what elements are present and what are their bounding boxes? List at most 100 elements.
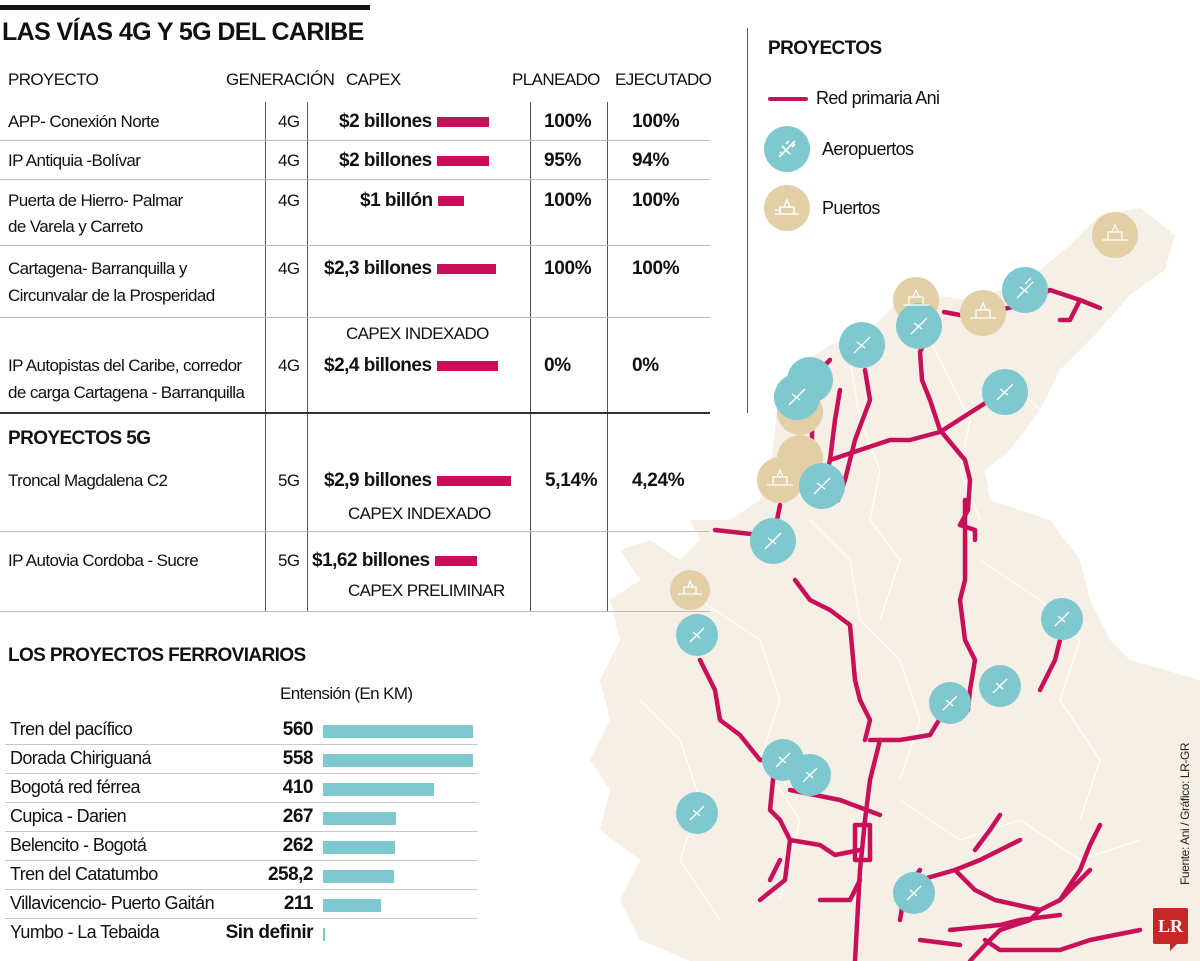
- project-name: Troncal Magdalena C2: [8, 471, 168, 490]
- generation: 5G: [278, 551, 300, 570]
- grid-line: [307, 102, 308, 612]
- project-name: Puerta de Hierro- Palmar: [8, 191, 183, 210]
- capex-value: $1 billón: [360, 188, 464, 213]
- page-title: LAS VÍAS 4G Y 5G DEL CARIBE: [2, 18, 364, 46]
- legend-label: Aeropuertos: [822, 138, 914, 159]
- grid-line: [607, 102, 608, 612]
- capex-value: $2,4 billones: [324, 353, 498, 378]
- planeado-value: 95%: [544, 150, 582, 171]
- rail-bar: [323, 928, 325, 941]
- project-name-line2: de Varela y Carreto: [8, 217, 143, 236]
- rail-row: Belencito - Bogotá 262: [5, 832, 478, 861]
- capex-note: CAPEX PRELIMINAR: [348, 581, 505, 600]
- rail-bar: [323, 783, 434, 796]
- planeado-value: 100%: [544, 190, 592, 211]
- rail-km: Sin definir: [225, 922, 314, 943]
- ejecutado-value: 100%: [632, 258, 680, 279]
- map-legend: PROYECTOS Red primaria Ani Aeropuertos P…: [747, 28, 1007, 413]
- capex-bar: [436, 155, 489, 166]
- project-name: IP Autopistas del Caribe, corredor: [8, 356, 242, 375]
- ship-icon: [764, 185, 810, 231]
- rail-row: Yumbo - La Tebaida Sin definir: [5, 919, 478, 948]
- capex-value: $2 billones: [339, 148, 489, 173]
- grid-line: [265, 102, 266, 612]
- generation: 4G: [278, 151, 300, 170]
- planeado-value: 0%: [544, 355, 571, 376]
- generation: 4G: [278, 356, 300, 375]
- rail-row: Bogotá red férrea 410: [5, 774, 478, 803]
- legend-item-road: Red primaria Ani: [764, 88, 940, 109]
- rail-row: Cupica - Darien 267: [5, 803, 478, 832]
- table-row: APP- Conexión Norte 4G $2 billones 100% …: [0, 102, 710, 141]
- capex-bar: [436, 116, 489, 127]
- project-name: IP Autovia Cordoba - Sucre: [8, 551, 199, 570]
- capex-note: CAPEX INDEXADO: [346, 324, 489, 343]
- rail-bar: [323, 754, 473, 767]
- table-row: Cartagena- Barranquilla y Circunvalar de…: [0, 246, 710, 318]
- department-borders: [639, 339, 1141, 921]
- rail-row: Villavicencio- Puerto Gaitán 211: [5, 890, 478, 919]
- planeado-value: 100%: [544, 111, 592, 132]
- generation: 4G: [278, 259, 300, 278]
- rail-km: 267: [282, 806, 314, 827]
- project-name: APP- Conexión Norte: [8, 112, 160, 131]
- rail-name: Villavicencio- Puerto Gaitán: [10, 893, 215, 913]
- rail-km: 558: [282, 748, 314, 769]
- capex-value: $2,9 billones: [324, 468, 511, 493]
- rail-name: Yumbo - La Tebaida: [10, 922, 160, 942]
- airport-markers: [676, 267, 1083, 914]
- legend-label: Puertos: [822, 197, 880, 218]
- project-name-line2: de carga Cartagena - Barranquilla: [8, 383, 245, 402]
- airplane-icon: [764, 126, 810, 172]
- rail-km: 560: [282, 719, 314, 740]
- rail-bar: [323, 812, 396, 825]
- ejecutado-value: 94%: [632, 150, 670, 171]
- table-row: Troncal Magdalena C2 5G $2,9 billones CA…: [0, 414, 710, 532]
- ejecutado-value: 100%: [632, 111, 680, 132]
- rail-subtitle: Entensión (En KM): [280, 684, 413, 703]
- rail-bar: [323, 841, 395, 854]
- table-row: IP Antiquia -Bolívar 4G $2 billones 95% …: [0, 141, 710, 180]
- top-rule: [0, 5, 370, 10]
- legend-item-port: Puertos: [764, 185, 880, 231]
- ship-glyphs: [678, 223, 1128, 595]
- table-row: Puerta de Hierro- Palmar de Varela y Car…: [0, 180, 710, 246]
- generation: 4G: [278, 112, 300, 131]
- rail-row: Tren del pacífico 560: [5, 716, 478, 745]
- road-line-icon: [768, 96, 808, 101]
- planeado-value: 100%: [544, 258, 592, 279]
- airplane-glyphs: [689, 277, 1070, 901]
- rail-row: Tren del Catatumbo 258,2: [5, 861, 478, 890]
- ejecutado-value: 4,24%: [632, 470, 685, 491]
- header-ejecutado: EJECUTADO: [615, 70, 712, 89]
- generation: 5G: [278, 471, 300, 490]
- capex-value: $2 billones: [339, 109, 489, 134]
- planeado-value: 5,14%: [545, 470, 598, 491]
- rail-name: Belencito - Bogotá: [10, 835, 147, 855]
- rail-km: 410: [282, 777, 314, 798]
- project-name: IP Antiquia -Bolívar: [8, 151, 141, 170]
- lr-logo: LR: [1153, 908, 1188, 951]
- project-name-line2: Circunvalar de la Prosperidad: [8, 286, 215, 305]
- rail-bar: [323, 725, 473, 738]
- rail-name: Tren del pacífico: [10, 719, 133, 739]
- table-row: IP Autovia Cordoba - Sucre 5G $1,62 bill…: [0, 532, 710, 612]
- capex-bar: [437, 195, 464, 206]
- capex-value: $1,62 billones: [312, 548, 477, 573]
- legend-item-airport: Aeropuertos: [764, 126, 914, 172]
- rail-km: 258,2: [267, 864, 314, 885]
- legend-label: Red primaria Ani: [816, 88, 940, 108]
- ejecutado-value: 0%: [632, 355, 659, 376]
- rail-name: Tren del Catatumbo: [10, 864, 158, 884]
- rail-km: 262: [282, 835, 314, 856]
- capex-bar: [436, 263, 496, 274]
- rail-name: Dorada Chiriguaná: [10, 748, 152, 768]
- table-row: IP Autopistas del Caribe, corredor de ca…: [0, 318, 710, 414]
- rail-row: Dorada Chiriguaná 558: [5, 745, 478, 774]
- rail-name: Cupica - Darien: [10, 806, 127, 826]
- rail-bar: [323, 899, 381, 912]
- header-planeado: PLANEADO: [512, 70, 600, 89]
- legend-title: PROYECTOS: [768, 38, 882, 59]
- header-capex: CAPEX: [346, 70, 401, 89]
